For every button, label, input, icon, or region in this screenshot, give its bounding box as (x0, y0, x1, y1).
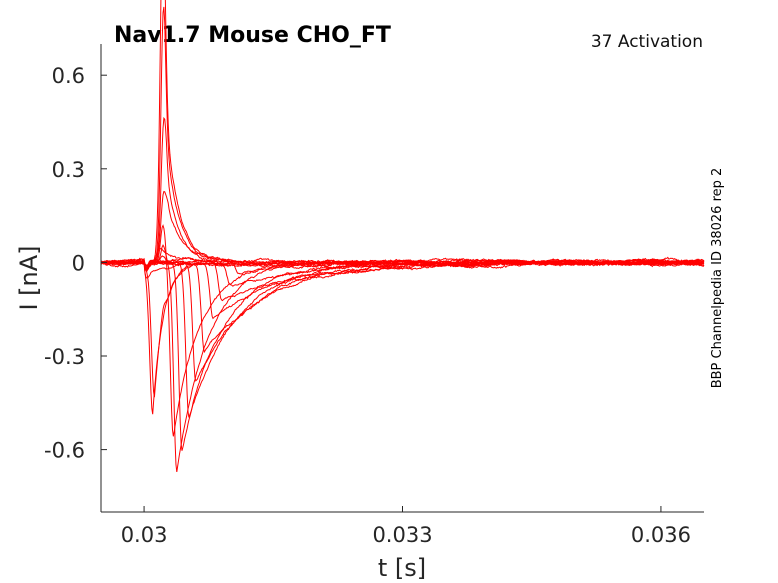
chart-subtitle: 37 Activation (591, 32, 703, 52)
trace-line (100, 190, 705, 268)
x-ticks: 0.03 0.033 0.036 (121, 506, 691, 547)
y-axis-label: I [nA] (15, 245, 43, 310)
trace-line (100, 255, 705, 451)
y-ticks: 0.6 0.3 0 -0.3 -0.6 (44, 64, 107, 463)
chart-title: Nav1.7 Mouse CHO_FT (114, 23, 391, 48)
trace-line (100, 257, 705, 302)
x-tick-label: 0.036 (631, 523, 691, 547)
trace-line (100, 257, 705, 287)
trace-line (100, 259, 705, 382)
y-tick-label: -0.6 (44, 439, 85, 463)
trace-line (100, 259, 705, 398)
trace-line (100, 257, 705, 275)
x-tick-label: 0.03 (121, 523, 168, 547)
x-tick-label: 0.033 (372, 523, 432, 547)
y-tick-label: 0.3 (52, 158, 85, 182)
y-tick-label: -0.3 (44, 345, 85, 369)
y-tick-label: 0 (72, 251, 85, 275)
y-tick-label: 0.6 (52, 64, 85, 88)
trace-line (100, 244, 705, 473)
x-axis-label: t [s] (378, 554, 426, 582)
plot-area (100, 0, 705, 473)
side-label: BBP Channelpedia ID 38026 rep 2 (710, 168, 725, 389)
trace-line (100, 224, 705, 437)
trace-line (100, 258, 705, 354)
